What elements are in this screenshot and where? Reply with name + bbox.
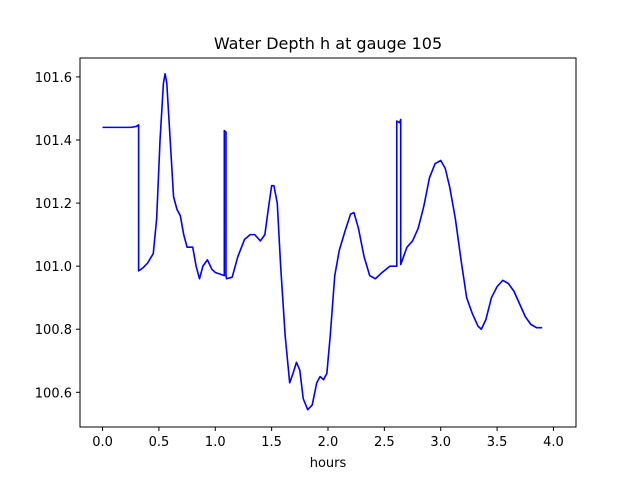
x-tick-label: 0.5 — [149, 435, 170, 450]
plot-area — [102, 72, 543, 411]
series-line-0 — [102, 72, 543, 411]
x-tick-label: 4.0 — [543, 435, 564, 450]
x-tick-label: 1.5 — [261, 435, 282, 450]
y-tick-label: 101.0 — [35, 260, 72, 275]
y-tick-label: 100.6 — [35, 386, 72, 401]
x-axis: 0.0 0.5 1.0 1.5 2.0 2.5 3.0 3.5 4.0 — [92, 427, 564, 450]
x-tick-label: 1.0 — [205, 435, 226, 450]
x-axis-label: hours — [310, 456, 347, 471]
y-axis: 100.6 100.8 101.0 101.2 101.4 101.6 — [35, 71, 80, 401]
y-tick-label: 101.4 — [35, 134, 72, 149]
x-tick-label: 2.5 — [374, 435, 395, 450]
chart-title: Water Depth h at gauge 105 — [214, 34, 442, 53]
x-tick-label: 2.0 — [318, 435, 339, 450]
y-tick-label: 101.2 — [35, 197, 72, 212]
y-tick-label: 101.6 — [35, 71, 72, 86]
x-tick-label: 0.0 — [92, 435, 113, 450]
y-tick-label: 100.8 — [35, 323, 72, 338]
x-tick-label: 3.5 — [487, 435, 508, 450]
x-tick-label: 3.0 — [430, 435, 451, 450]
